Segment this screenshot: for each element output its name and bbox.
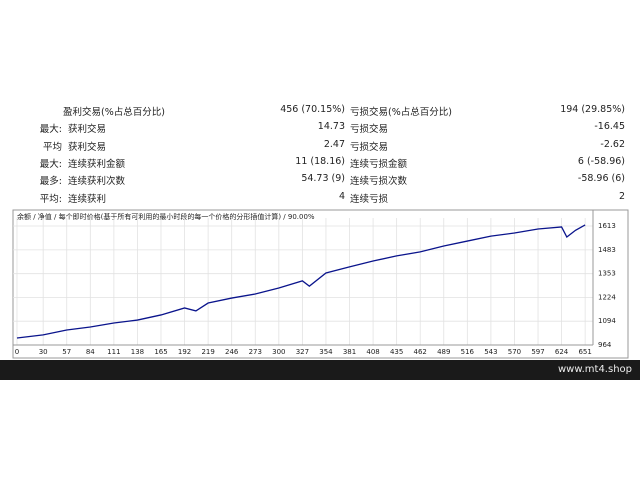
x-tick-label: 489 bbox=[437, 348, 450, 356]
x-tick-label: 165 bbox=[154, 348, 167, 356]
x-tick-label: 246 bbox=[225, 348, 239, 356]
row-label: 获利交易 bbox=[68, 141, 107, 153]
x-tick-label: 57 bbox=[62, 348, 71, 356]
row-label-2: 连续亏损金额 bbox=[350, 158, 408, 170]
x-tick-label: 30 bbox=[39, 348, 48, 356]
x-tick-label: 327 bbox=[296, 348, 309, 356]
row-value: 4 bbox=[338, 190, 345, 202]
y-tick-label: 1613 bbox=[598, 222, 616, 230]
row-value: 456 (70.15%) bbox=[280, 104, 345, 115]
x-tick-label: 300 bbox=[272, 348, 285, 356]
footer-bar: www.mt4.shop bbox=[0, 360, 640, 380]
watermark: www.mt4.shop bbox=[557, 364, 632, 375]
stats-row: 盈利交易(%占总百分比) 456 (70.15%) 亏损交易(%占总百分比) 194 … bbox=[0, 104, 640, 121]
stats-row: 最大: 获利交易 14.73 亏损交易 -16.45 bbox=[0, 121, 640, 138]
row-label-2: 亏损交易(%占总百分比) bbox=[350, 107, 452, 118]
x-tick-label: 0 bbox=[15, 348, 19, 356]
stats-row: 平均: 连续获利 4 连续亏损 2 bbox=[0, 191, 640, 208]
equity-line bbox=[16, 224, 586, 339]
y-tick-label: 1483 bbox=[598, 246, 616, 254]
row-value-2: -16.45 bbox=[594, 121, 625, 133]
chart-frame bbox=[12, 209, 629, 359]
y-tick-label: 964 bbox=[598, 341, 612, 349]
stats-row: 平均 获利交易 2.47 亏损交易 -2.62 bbox=[0, 139, 640, 156]
row-label: 获利交易 bbox=[68, 124, 107, 136]
row-value: 14.73 bbox=[317, 121, 345, 133]
row-label: 盈利交易(%占总百分比) bbox=[63, 107, 165, 118]
row-prefix: 最大: bbox=[39, 124, 62, 136]
row-prefix: 平均: bbox=[39, 193, 62, 205]
x-tick-label: 435 bbox=[390, 348, 403, 356]
row-value: 11 (18.16) bbox=[295, 155, 345, 167]
x-tick-label: 651 bbox=[578, 348, 591, 356]
stats-row: 最多: 连续获利次数 54.73 (9) 连续亏损次数 -58.96 (6) bbox=[0, 173, 640, 190]
y-tick-label: 1353 bbox=[598, 270, 616, 278]
x-tick-label: 381 bbox=[343, 348, 356, 356]
x-tick-label: 597 bbox=[531, 348, 544, 356]
equity-chart: 余额 / 净值 / 每个即时价格(基于所有可利用的最小时段的每一个价格的分形插值… bbox=[12, 209, 629, 359]
x-tick-label: 138 bbox=[131, 348, 144, 356]
x-tick-label: 111 bbox=[107, 348, 120, 356]
row-value-2: 194 (29.85%) bbox=[560, 104, 625, 115]
y-tick-label: 1094 bbox=[598, 317, 616, 325]
y-tick-label: 1224 bbox=[598, 293, 616, 301]
x-tick-label: 408 bbox=[366, 348, 379, 356]
row-label-2: 亏损交易 bbox=[350, 141, 389, 153]
x-tick-label: 192 bbox=[178, 348, 191, 356]
x-tick-label: 516 bbox=[461, 348, 475, 356]
row-label: 连续获利 bbox=[68, 193, 107, 205]
row-prefix: 最多: bbox=[39, 176, 62, 188]
x-tick-label: 84 bbox=[86, 348, 95, 356]
row-value-2: 6 (-58.96) bbox=[577, 155, 625, 167]
row-label-2: 亏损交易 bbox=[350, 124, 389, 136]
row-prefix: 最大: bbox=[39, 158, 62, 170]
row-label: 连续获利金额 bbox=[68, 158, 126, 170]
x-tick-label: 462 bbox=[414, 348, 427, 356]
row-label-2: 连续亏损次数 bbox=[350, 176, 408, 188]
row-value-2: -2.62 bbox=[600, 138, 625, 150]
row-value-2: -58.96 (6) bbox=[577, 173, 625, 185]
x-tick-label: 624 bbox=[555, 348, 569, 356]
row-label: 连续获利次数 bbox=[68, 176, 126, 188]
x-tick-label: 570 bbox=[508, 348, 521, 356]
x-tick-label: 354 bbox=[319, 348, 333, 356]
x-tick-label: 543 bbox=[484, 348, 497, 356]
row-value: 2.47 bbox=[323, 138, 345, 150]
x-tick-label: 219 bbox=[201, 348, 214, 356]
row-value: 54.73 (9) bbox=[301, 173, 345, 185]
row-prefix: 平均 bbox=[42, 141, 62, 153]
row-value-2: 2 bbox=[618, 190, 625, 202]
row-label-2: 连续亏损 bbox=[350, 193, 389, 205]
x-tick-label: 273 bbox=[249, 348, 262, 356]
stats-row: 最大: 连续获利金额 11 (18.16) 连续亏损金额 6 (-58.96) bbox=[0, 156, 640, 173]
chart-title: 余额 / 净值 / 每个即时价格(基于所有可利用的最小时段的每一个价格的分形插值… bbox=[17, 212, 315, 221]
